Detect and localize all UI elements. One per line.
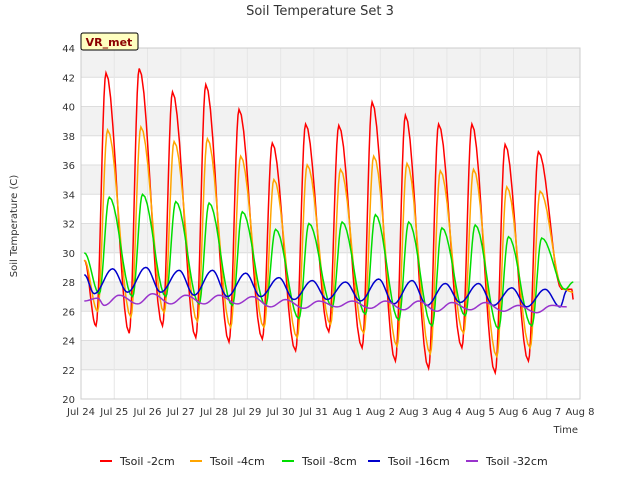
legend-item: Tsoil -4cm (190, 455, 265, 468)
x-axis-ticks: Jul 24 Jul 25 Jul 26 Jul 27 Jul 28 Jul 29 Jul … (66, 407, 595, 418)
series-layer (83, 68, 574, 376)
legend: Tsoil -2cm Tsoil -4cm Tsoil -8cm Tsoil -16c… (100, 455, 548, 468)
plot-band (81, 252, 580, 282)
plot-band (81, 194, 580, 224)
plot-band (81, 77, 580, 107)
x-tick-label: Aug 8 (565, 407, 594, 418)
y-tick-label: 40 (62, 103, 75, 114)
series-line-tsoil-2cm (83, 68, 574, 376)
series-line-tsoil-32cm (84, 292, 567, 314)
y-axis-ticks: 20 22 24 26 28 30 32 34 36 38 40 42 44 (62, 44, 75, 406)
plot-band (81, 48, 580, 78)
badge-box (80, 32, 139, 51)
legend-item: Tsoil -2cm (100, 455, 175, 468)
x-tick-label: Aug 5 (466, 407, 495, 418)
y-tick-label: 22 (62, 366, 75, 377)
y-tick-label: 26 (62, 307, 75, 318)
x-tick-label: Aug 7 (532, 407, 561, 418)
badge-label: VR_met (86, 36, 133, 49)
legend-item: Tsoil -16cm (368, 455, 450, 468)
series-line-tsoil-8cm (83, 192, 574, 331)
y-tick-label: 30 (62, 249, 75, 260)
legend-label: Tsoil -2cm (119, 455, 175, 468)
plot-band (81, 106, 580, 136)
plot-band (81, 340, 580, 370)
y-tick-label: 24 (62, 337, 75, 348)
legend-item: Tsoil -8cm (282, 455, 357, 468)
legend-label: Tsoil -8cm (301, 455, 357, 468)
x-tick-label: Aug 1 (333, 407, 362, 418)
x-tick-label: Jul 29 (232, 407, 261, 418)
y-tick-label: 44 (62, 44, 75, 55)
y-tick-label: 36 (62, 161, 75, 172)
series-line-tsoil-4cm (83, 124, 574, 359)
x-tick-label: Jul 31 (299, 407, 328, 418)
legend-label: Tsoil -16cm (387, 455, 450, 468)
x-tick-label: Jul 27 (166, 407, 195, 418)
grid-lines (80, 47, 581, 400)
y-tick-label: 20 (62, 395, 75, 406)
y-tick-label: 28 (62, 278, 75, 289)
plot-band (81, 369, 580, 399)
y-tick-label: 34 (62, 190, 75, 201)
x-tick-label: Jul 30 (266, 407, 295, 418)
y-axis-label: Soil Temperature (C) (9, 175, 20, 278)
plot-frame (80, 47, 581, 400)
x-tick-label: Jul 24 (66, 407, 95, 418)
chart-title: Soil Temperature Set 3 (246, 4, 394, 19)
x-tick-label: Jul 25 (99, 407, 128, 418)
x-tick-label: Jul 26 (133, 407, 162, 418)
y-tick-label: 38 (62, 132, 75, 143)
x-tick-label: Aug 2 (366, 407, 395, 418)
x-tick-label: Aug 4 (432, 407, 461, 418)
plot-band (81, 223, 580, 253)
y-tick-label: 32 (62, 220, 75, 231)
legend-item: Tsoil -32cm (466, 455, 548, 468)
legend-label: Tsoil -32cm (485, 455, 548, 468)
x-axis-label: Time (553, 425, 578, 436)
plot-band (81, 135, 580, 165)
vr-met-badge: VR_met (80, 32, 139, 51)
x-tick-label: Aug 3 (399, 407, 428, 418)
x-tick-label: Aug 6 (499, 407, 528, 418)
x-tick-label: Jul 28 (199, 407, 228, 418)
y-tick-label: 42 (62, 73, 75, 84)
plot-band (81, 165, 580, 195)
legend-label: Tsoil -4cm (209, 455, 265, 468)
